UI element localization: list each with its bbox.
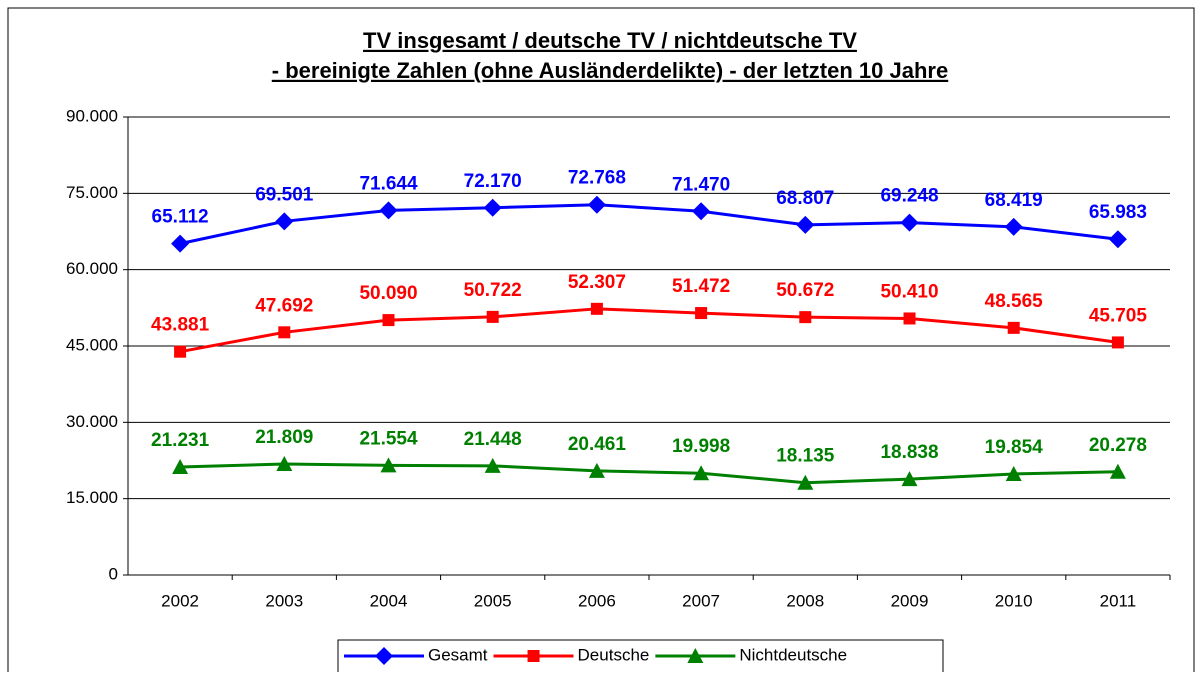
data-point xyxy=(1111,336,1124,349)
data-point xyxy=(900,213,919,232)
data-point xyxy=(1005,465,1022,481)
data-point xyxy=(1007,321,1020,334)
chart-frame xyxy=(7,7,1195,677)
legend-marker xyxy=(527,650,540,662)
data-point xyxy=(276,456,293,472)
data-label: 71.470 xyxy=(672,174,730,195)
y-tick-label: 30.000 xyxy=(66,412,118,431)
x-tick-label: 2002 xyxy=(161,591,199,610)
data-point xyxy=(797,474,814,490)
data-point xyxy=(796,215,815,234)
data-label: 69.501 xyxy=(255,184,314,205)
data-label: 18.135 xyxy=(776,446,835,467)
data-label: 21.809 xyxy=(255,427,313,448)
data-point xyxy=(483,198,502,217)
data-label: 72.170 xyxy=(464,171,522,192)
chart-title: TV insgesamt / deutsche TV / nichtdeutsc… xyxy=(363,28,857,53)
x-tick-label: 2009 xyxy=(891,591,929,610)
x-tick-label: 2011 xyxy=(1100,591,1137,610)
data-label: 45.705 xyxy=(1089,305,1148,326)
data-label: 50.672 xyxy=(776,280,834,301)
x-tick-label: 2008 xyxy=(786,591,824,610)
data-label: 71.644 xyxy=(359,173,418,194)
data-label: 18.838 xyxy=(880,442,938,463)
data-label: 50.410 xyxy=(880,281,938,302)
y-tick-label: 90.000 xyxy=(66,106,118,125)
legend-label: Gesamt xyxy=(428,645,488,664)
data-label: 50.090 xyxy=(359,283,417,304)
legend-label: Nichtdeutsche xyxy=(739,645,847,664)
data-label: 20.278 xyxy=(1089,435,1147,456)
x-tick-label: 2005 xyxy=(474,591,512,610)
y-tick-label: 75.000 xyxy=(66,183,118,202)
data-point xyxy=(379,201,398,220)
legend-label: Deutsche xyxy=(578,645,650,664)
data-label: 43.881 xyxy=(151,315,210,336)
x-tick-label: 2007 xyxy=(682,591,720,610)
data-point xyxy=(1108,230,1127,249)
data-point xyxy=(799,311,812,324)
data-label: 72.768 xyxy=(568,168,626,189)
data-label: 65.112 xyxy=(152,207,209,228)
data-point xyxy=(484,457,501,473)
legend-box xyxy=(337,639,944,677)
legend-marker xyxy=(375,647,393,665)
x-tick-label: 2003 xyxy=(265,591,303,610)
data-point xyxy=(901,471,918,487)
data-point xyxy=(1109,463,1126,479)
data-label: 19.854 xyxy=(985,437,1044,458)
data-point xyxy=(171,234,190,253)
data-point xyxy=(486,310,499,323)
data-label: 69.248 xyxy=(880,186,938,207)
data-point xyxy=(695,307,708,320)
data-point xyxy=(903,312,916,325)
data-point xyxy=(278,326,291,339)
data-point xyxy=(382,314,395,327)
data-label: 48.565 xyxy=(985,291,1044,312)
data-label: 21.448 xyxy=(464,429,522,450)
data-label: 21.554 xyxy=(359,428,418,449)
data-point xyxy=(587,195,606,214)
data-label: 21.231 xyxy=(151,430,210,451)
data-label: 51.472 xyxy=(672,276,730,297)
y-tick-label: 45.000 xyxy=(66,335,118,354)
data-label: 50.722 xyxy=(464,280,522,301)
data-label: 47.692 xyxy=(255,295,313,316)
data-label: 52.307 xyxy=(568,272,626,293)
chart-subtitle: - bereinigte Zahlen (ohne Ausländerdelik… xyxy=(272,58,948,83)
data-point xyxy=(275,212,294,231)
legend: Gesamt Deutsche Nichtdeutsche xyxy=(337,639,944,677)
data-label: 19.998 xyxy=(672,436,730,457)
data-label: 65.983 xyxy=(1089,202,1147,223)
data-label: 20.461 xyxy=(568,434,627,455)
data-point xyxy=(174,345,187,358)
data-label: 68.419 xyxy=(985,190,1043,211)
data-point xyxy=(692,202,711,221)
x-tick-label: 2004 xyxy=(370,591,408,610)
data-label: 68.807 xyxy=(776,188,834,209)
data-point xyxy=(1004,217,1023,236)
y-tick-label: 60.000 xyxy=(66,259,118,278)
x-tick-label: 2006 xyxy=(578,591,616,610)
x-tick-label: 2010 xyxy=(995,591,1033,610)
series-line xyxy=(179,307,1119,354)
data-point xyxy=(380,457,397,473)
data-point xyxy=(693,465,710,481)
legend-marker xyxy=(687,648,704,663)
data-point xyxy=(590,302,603,315)
series-line xyxy=(180,462,1118,485)
data-point xyxy=(588,462,605,478)
y-tick-label: 15.000 xyxy=(66,488,118,507)
y-tick-label: 0 xyxy=(109,564,118,583)
series-line xyxy=(179,203,1119,246)
data-point xyxy=(172,458,189,474)
